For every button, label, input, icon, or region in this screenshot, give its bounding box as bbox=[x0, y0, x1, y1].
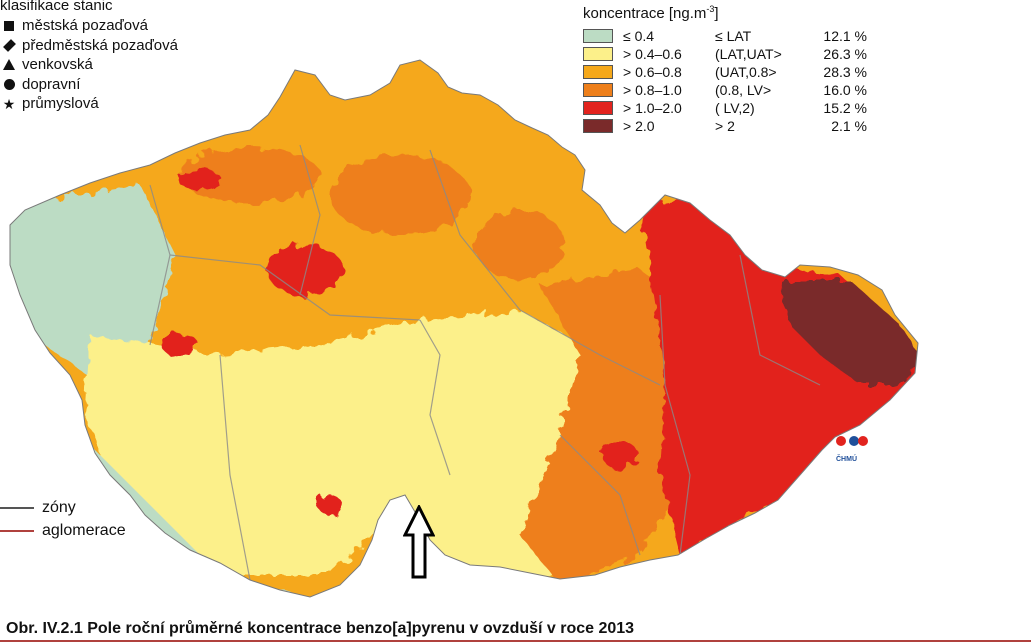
color-swatch bbox=[583, 65, 613, 79]
legend-item-industrial: ★ průmyslová bbox=[0, 94, 260, 114]
area-percentage: 15.2 % bbox=[823, 100, 867, 116]
limit-class-label: (UAT,0.8> bbox=[715, 64, 777, 80]
legend-item-label: venkovská bbox=[22, 56, 93, 73]
color-swatch bbox=[583, 83, 613, 97]
logo-text: ČHMÚ bbox=[836, 456, 857, 463]
station-legend-title: klasifikace stanic bbox=[0, 0, 113, 14]
legend-item-urban-background: městská pozaďová bbox=[0, 16, 260, 36]
legend-item-suburban-background: předměstská pozaďová bbox=[0, 36, 260, 56]
color-swatch bbox=[583, 119, 613, 133]
chmu-logo: ČHMÚ bbox=[834, 436, 868, 466]
legend-item-zones: zóny bbox=[0, 496, 126, 519]
legend-item-agglomerations: aglomerace bbox=[0, 519, 126, 542]
concentration-class-5: > 2.0 > 2 2.1 % bbox=[583, 117, 873, 135]
legend-item-rural: venkovská bbox=[0, 55, 260, 75]
concentration-range: > 0.8–1.0 bbox=[623, 82, 682, 98]
pollution-map bbox=[9, 59, 919, 598]
zone-line-swatch bbox=[0, 506, 34, 509]
concentration-class-0: ≤ 0.4 ≤ LAT 12.1 % bbox=[583, 27, 873, 45]
concentration-range: > 2.0 bbox=[623, 118, 655, 134]
concentration-class-4: > 1.0–2.0 ( LV,2) 15.2 % bbox=[583, 99, 873, 117]
concentration-range: ≤ 0.4 bbox=[623, 28, 655, 44]
circle-icon bbox=[0, 78, 18, 90]
triangle-icon bbox=[0, 59, 18, 71]
limit-class-label: > 2 bbox=[715, 118, 735, 134]
legend-item-label: zóny bbox=[42, 498, 76, 516]
star-icon: ★ bbox=[2, 95, 16, 112]
diamond-icon bbox=[0, 38, 18, 52]
legend-item-label: dopravní bbox=[22, 75, 81, 93]
limit-class-label: (0.8, LV> bbox=[715, 82, 772, 98]
concentration-range: > 0.4–0.6 bbox=[623, 46, 682, 62]
agglomeration-line-swatch bbox=[0, 529, 34, 532]
color-swatch bbox=[583, 29, 613, 43]
concentration-class-2: > 0.6–0.8 (UAT,0.8> 28.3 % bbox=[583, 63, 873, 81]
concentration-legend: koncentrace [ng.m-3] ≤ 0.4 ≤ LAT 12.1 % > 0… bbox=[583, 0, 873, 135]
caption-divider bbox=[0, 640, 1031, 642]
legend-item-label: průmyslová bbox=[22, 95, 99, 112]
limit-class-label: ≤ LAT bbox=[715, 28, 752, 44]
color-swatch bbox=[583, 101, 613, 115]
square-icon bbox=[0, 20, 18, 31]
concentration-class-1: > 0.4–0.6 (LAT,UAT> 26.3 % bbox=[583, 45, 873, 63]
station-type-legend: klasifikace stanic městská pozaďová před… bbox=[0, 0, 260, 114]
area-percentage: 28.3 % bbox=[823, 64, 867, 80]
area-percentage: 16.0 % bbox=[823, 82, 867, 98]
legend-item-traffic: dopravní bbox=[0, 75, 260, 95]
legend-item-label: městská pozaďová bbox=[22, 17, 148, 34]
limit-class-label: (LAT,UAT> bbox=[715, 46, 782, 62]
concentration-range: > 1.0–2.0 bbox=[623, 100, 682, 116]
figure-caption: Obr. IV.2.1 Pole roční průměrné koncentr… bbox=[6, 620, 635, 637]
concentration-range: > 0.6–0.8 bbox=[623, 64, 682, 80]
boundary-legend: zóny aglomerace bbox=[0, 496, 126, 542]
up-arrow-icon bbox=[403, 505, 435, 579]
color-swatch bbox=[583, 47, 613, 61]
legend-item-label: aglomerace bbox=[42, 521, 126, 539]
limit-class-label: ( LV,2) bbox=[715, 100, 755, 116]
area-percentage: 26.3 % bbox=[823, 46, 867, 62]
legend-item-label: předměstská pozaďová bbox=[22, 36, 178, 54]
concentration-class-3: > 0.8–1.0 (0.8, LV> 16.0 % bbox=[583, 81, 873, 99]
area-percentage: 12.1 % bbox=[823, 28, 867, 44]
concentration-legend-title: koncentrace [ng.m-3] bbox=[583, 4, 719, 22]
area-percentage: 2.1 % bbox=[831, 118, 867, 134]
